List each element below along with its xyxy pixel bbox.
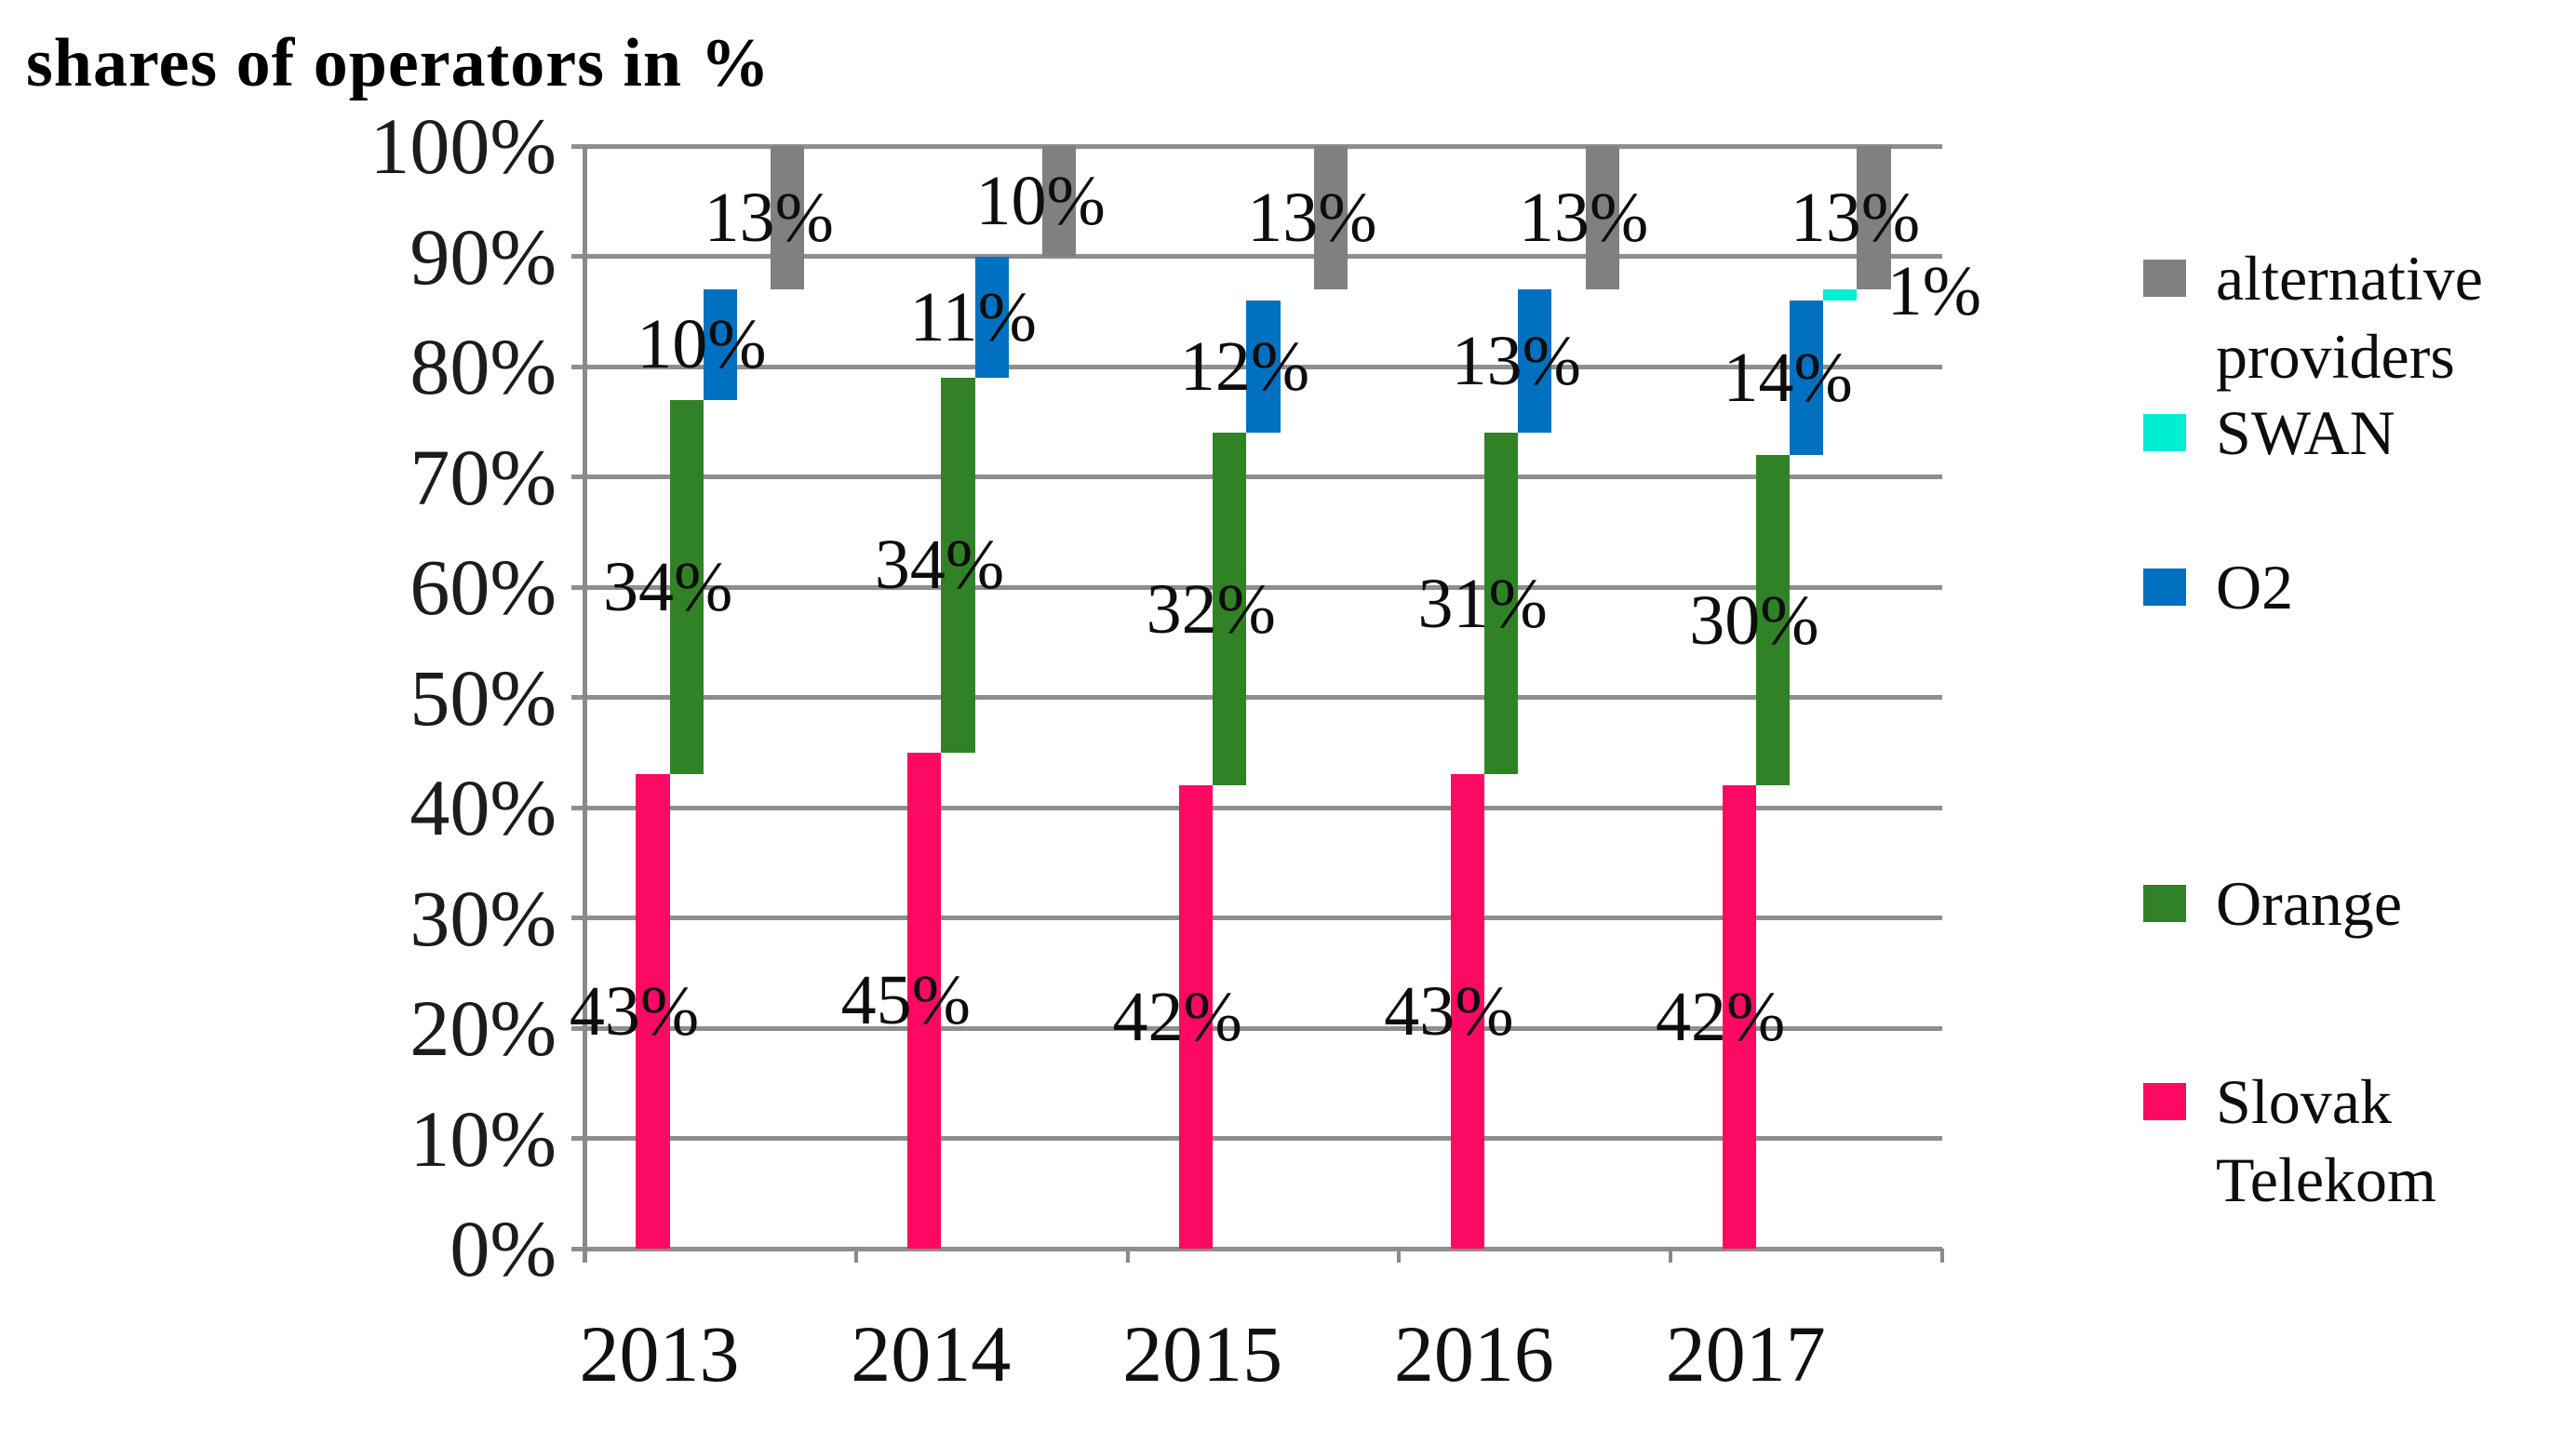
bar-alternative-providers-2015 [1313, 146, 1348, 290]
bar-o2-2014 [974, 256, 1009, 378]
y-axis-tick-label: 50% [409, 652, 557, 742]
data-label-alternative-providers-2016: 13% [1519, 179, 1649, 258]
bar-swan-2017 [1823, 289, 1858, 301]
legend-swatch-o2 [2143, 568, 2186, 606]
data-label-o2-2013: 10% [637, 305, 767, 384]
bar-o2-2013 [703, 289, 737, 400]
gridline-100% [571, 143, 1942, 149]
bar-slovak-telekom-2013 [636, 774, 670, 1249]
bar-o2-2017 [1790, 300, 1824, 455]
data-label-o2-2017: 14% [1723, 338, 1853, 417]
gridline-10% [571, 1136, 1942, 1141]
gridline-60% [571, 584, 1942, 590]
data-label-alternative-providers-2014: 10% [975, 162, 1106, 241]
data-label-slovak-telekom-2013: 43% [569, 972, 700, 1051]
x-axis-label-2013: 2013 [579, 1309, 740, 1398]
data-label-slovak-telekom-2017: 42% [1656, 978, 1786, 1057]
bar-alternative-providers-2014 [1042, 146, 1077, 257]
y-axis-tick-label: 80% [409, 322, 557, 411]
data-label-orange-2015: 32% [1146, 569, 1276, 649]
y-axis-tick-label: 100% [369, 101, 557, 191]
data-label-orange-2016: 31% [1417, 564, 1548, 643]
legend-label: Orange [2216, 868, 2403, 939]
x-axis-tick [1125, 1249, 1130, 1263]
bar-orange-2014 [941, 377, 975, 753]
bar-orange-2015 [1213, 433, 1247, 786]
gridline-0% [571, 1246, 1942, 1251]
gridline-90% [571, 254, 1942, 259]
y-axis-tick-label: 90% [409, 211, 557, 301]
data-label-orange-2014: 34% [874, 526, 1005, 605]
bar-slovak-telekom-2017 [1722, 785, 1756, 1249]
legend: alternative providers SWAN O2 Orange Slo… [2137, 0, 2576, 1431]
bar-alternative-providers-2013 [771, 146, 805, 290]
data-label-o2-2015: 12% [1179, 328, 1310, 406]
x-axis-tick [853, 1249, 858, 1263]
data-label-orange-2013: 34% [603, 548, 733, 626]
bar-o2-2016 [1518, 289, 1552, 434]
data-label-swan-2017: 1% [1886, 252, 1982, 331]
x-axis-label-2014: 2014 [851, 1309, 1012, 1398]
gridline-50% [571, 695, 1942, 700]
data-label-orange-2017: 30% [1689, 581, 1819, 660]
data-label-o2-2014: 11% [909, 277, 1037, 356]
bar-orange-2016 [1484, 433, 1519, 775]
y-axis-tick-label: 60% [409, 542, 557, 632]
legend-label: alternative providers [2216, 243, 2483, 392]
data-label-slovak-telekom-2014: 45% [840, 961, 971, 1040]
y-axis-tick-label: 0% [449, 1204, 557, 1293]
legend-entry-orange: Orange [2143, 864, 2569, 943]
legend-entry-o2: O2 [2143, 548, 2569, 626]
data-label-alternative-providers-2013: 13% [704, 179, 834, 258]
legend-label: Slovak Telekom [2216, 1066, 2436, 1215]
y-axis-tick-label: 10% [409, 1093, 557, 1184]
bar-slovak-telekom-2015 [1179, 785, 1214, 1249]
data-label-alternative-providers-2015: 13% [1247, 179, 1377, 258]
legend-swatch-orange [2143, 885, 2186, 922]
x-axis-label-2015: 2015 [1122, 1309, 1283, 1398]
bar-alternative-providers-2016 [1585, 146, 1619, 290]
y-axis-tick-label: 70% [409, 432, 557, 522]
gridline-20% [571, 1025, 1942, 1031]
bar-orange-2017 [1755, 454, 1790, 786]
y-axis-line [583, 146, 587, 1263]
gridline-30% [571, 916, 1942, 920]
bar-slovak-telekom-2016 [1450, 774, 1484, 1249]
bar-slovak-telekom-2014 [907, 752, 942, 1249]
bar-alternative-providers-2017 [1857, 146, 1891, 290]
x-axis-label-2017: 2017 [1665, 1309, 1826, 1398]
gridline-40% [571, 805, 1942, 810]
legend-entry-swan: SWAN [2143, 394, 2569, 472]
y-axis-tick-label: 40% [409, 763, 557, 852]
x-axis-tick [1669, 1249, 1673, 1263]
legend-swatch-alternative-providers [2143, 260, 2186, 297]
legend-entry-slovak-telekom: Slovak Telekom [2143, 1063, 2569, 1219]
legend-swatch-slovak-telekom [2143, 1083, 2186, 1120]
y-axis-tick-label: 20% [409, 983, 557, 1073]
legend-label: O2 [2216, 552, 2294, 622]
bar-o2-2015 [1246, 300, 1281, 434]
chart-title: shares of operators in % [26, 25, 771, 101]
x-axis-tick [1397, 1249, 1402, 1263]
legend-label: SWAN [2216, 397, 2395, 468]
legend-swatch-swan [2143, 414, 2186, 451]
y-axis-tick-label: 30% [409, 873, 557, 963]
data-label-slovak-telekom-2016: 43% [1384, 972, 1514, 1051]
legend-entry-alternative-providers: alternative providers [2143, 239, 2569, 395]
x-axis-tick [1940, 1249, 1944, 1263]
data-label-o2-2016: 13% [1451, 322, 1581, 401]
gridline-70% [571, 475, 1942, 479]
x-axis-label-2016: 2016 [1393, 1309, 1554, 1398]
data-label-alternative-providers-2017: 13% [1790, 179, 1921, 258]
data-label-slovak-telekom-2015: 42% [1112, 978, 1242, 1057]
bar-orange-2013 [669, 399, 704, 775]
